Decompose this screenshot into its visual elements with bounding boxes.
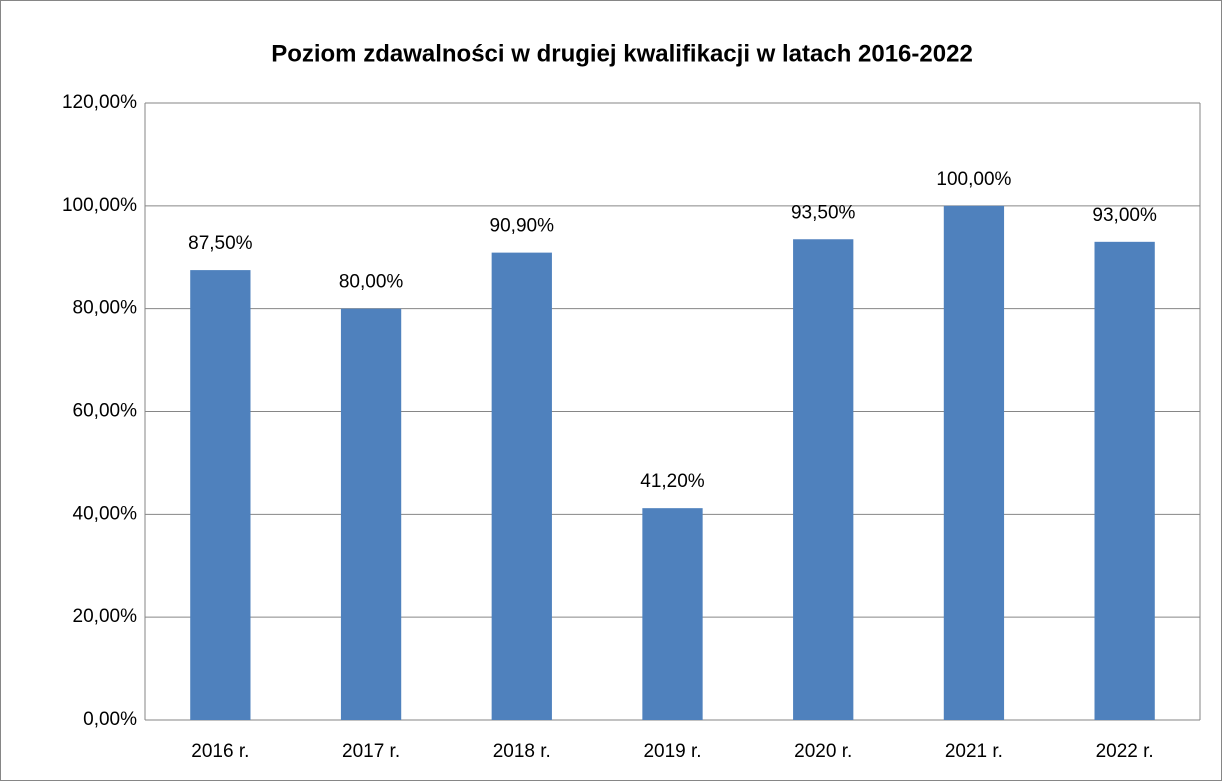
y-tick-label: 120,00% bbox=[62, 92, 137, 113]
y-tick-label: 0,00% bbox=[83, 709, 137, 730]
x-tick-label: 2021 r. bbox=[945, 741, 1003, 762]
y-tick-label: 80,00% bbox=[73, 298, 138, 319]
bar bbox=[491, 252, 552, 720]
data-label: 93,00% bbox=[1092, 205, 1157, 226]
bar bbox=[642, 508, 703, 720]
data-label: 41,20% bbox=[640, 471, 705, 492]
y-tick-label: 60,00% bbox=[73, 401, 138, 422]
x-tick-label: 2022 r. bbox=[1096, 741, 1154, 762]
x-tick-label: 2018 r. bbox=[493, 741, 551, 762]
x-tick-label: 2017 r. bbox=[342, 741, 400, 762]
data-label: 87,50% bbox=[188, 233, 253, 254]
y-tick-label: 20,00% bbox=[73, 606, 138, 627]
bar bbox=[190, 270, 251, 720]
data-label: 90,90% bbox=[490, 216, 555, 237]
bar bbox=[340, 308, 402, 720]
data-label: 80,00% bbox=[339, 272, 404, 293]
data-label: 93,50% bbox=[791, 202, 856, 223]
bar bbox=[793, 239, 854, 721]
x-tick-label: 2020 r. bbox=[794, 741, 852, 762]
x-tick-label: 2019 r. bbox=[643, 741, 701, 762]
data-label: 100,00% bbox=[936, 169, 1011, 190]
y-tick-label: 100,00% bbox=[62, 195, 137, 216]
bar bbox=[943, 205, 1005, 721]
chart-title: Poziom zdawalności w drugiej kwalifikacj… bbox=[271, 40, 973, 67]
y-tick-label: 40,00% bbox=[73, 503, 138, 524]
bar bbox=[1094, 241, 1155, 720]
x-tick-label: 2016 r. bbox=[191, 741, 249, 762]
